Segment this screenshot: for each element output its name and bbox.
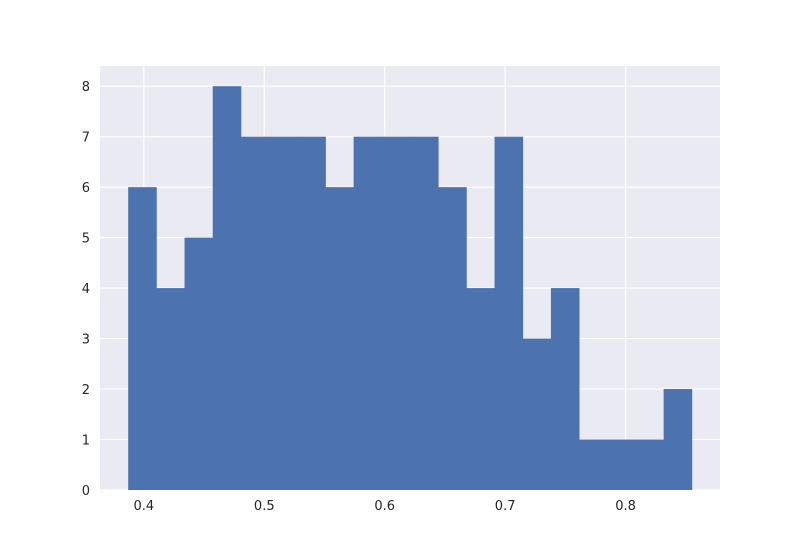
histogram-bar bbox=[522, 338, 552, 490]
histogram-bar bbox=[438, 187, 467, 490]
y-tick-label: 1 bbox=[82, 434, 90, 449]
histogram-bar bbox=[184, 237, 214, 490]
histogram-bar bbox=[466, 288, 495, 490]
y-tick-label: 0 bbox=[82, 484, 90, 499]
histogram-bar bbox=[410, 136, 439, 490]
histogram-bar bbox=[212, 86, 242, 490]
histogram-bar bbox=[550, 288, 580, 490]
y-tick-label: 7 bbox=[82, 131, 90, 146]
y-tick-label: 5 bbox=[82, 232, 90, 247]
histogram-bar bbox=[269, 136, 298, 490]
histogram-bar bbox=[297, 136, 326, 490]
x-tick-label: 0.7 bbox=[495, 499, 516, 514]
x-tick-label: 0.4 bbox=[133, 499, 154, 514]
histogram-bar bbox=[579, 439, 608, 490]
y-tick-label: 8 bbox=[82, 80, 90, 95]
histogram-bar bbox=[494, 136, 524, 490]
histogram-bar bbox=[635, 439, 665, 490]
x-tick-label: 0.5 bbox=[254, 499, 275, 514]
y-tick-label: 6 bbox=[82, 181, 90, 196]
histogram-bar bbox=[240, 136, 270, 490]
x-axis-ticks: 0.4 0.5 0.6 0.7 0.8 bbox=[133, 499, 635, 514]
x-tick-label: 0.8 bbox=[615, 499, 636, 514]
x-tick-label: 0.6 bbox=[374, 499, 395, 514]
y-axis-ticks: 0 1 2 3 4 5 6 7 8 bbox=[82, 80, 90, 499]
y-tick-label: 4 bbox=[82, 282, 90, 297]
histogram-bar bbox=[156, 288, 185, 490]
y-tick-label: 2 bbox=[82, 383, 90, 398]
histogram-bar bbox=[128, 187, 157, 490]
histogram-bar bbox=[663, 389, 693, 490]
histogram-bars bbox=[128, 86, 693, 490]
histogram-bar bbox=[325, 187, 355, 490]
histogram-bar bbox=[353, 136, 383, 490]
histogram-bar bbox=[381, 136, 411, 490]
y-tick-label: 3 bbox=[82, 333, 90, 348]
histogram-bar bbox=[607, 439, 636, 490]
